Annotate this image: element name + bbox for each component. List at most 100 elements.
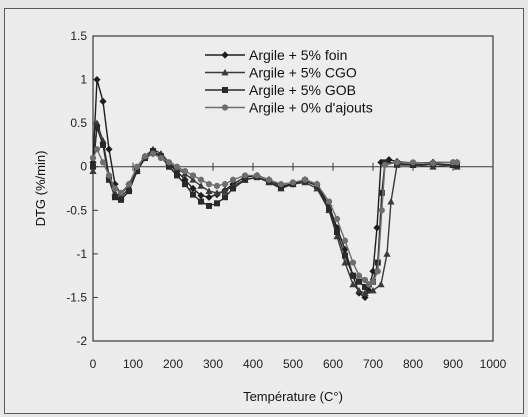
data-point (111, 185, 119, 192)
data-point (242, 176, 248, 183)
y-tick-label: -0.5 (66, 203, 87, 217)
data-point (94, 124, 100, 131)
data-point (253, 172, 261, 179)
x-tick-label: 700 (363, 357, 383, 371)
data-point (149, 150, 157, 157)
data-point (349, 280, 357, 288)
data-point (387, 197, 395, 205)
data-point (89, 154, 97, 162)
data-point (206, 202, 212, 209)
data-point (393, 159, 401, 166)
data-point (377, 280, 385, 288)
plot-area (92, 35, 494, 342)
data-point (229, 176, 237, 183)
data-point (277, 181, 285, 188)
y-axis-label: DTG (%/min) (33, 151, 48, 227)
data-point (222, 194, 228, 201)
data-point (100, 141, 106, 148)
x-tick-label: 0 (90, 357, 97, 371)
x-axis-label: Température (C°) (243, 389, 343, 404)
data-point (342, 252, 348, 259)
data-point (197, 191, 205, 200)
y-tick-label: -2 (76, 334, 87, 348)
x-tick-label: 100 (123, 357, 143, 371)
data-point (126, 188, 132, 195)
data-point (381, 161, 389, 169)
data-point (117, 189, 125, 196)
data-point (349, 259, 357, 266)
data-point (99, 136, 107, 144)
data-point (214, 200, 220, 207)
data-point (89, 167, 97, 174)
data-point (374, 268, 381, 275)
data-point (213, 182, 221, 189)
x-tick-label: 500 (283, 357, 303, 371)
data-point (301, 176, 309, 183)
y-tick-label: 1 (80, 73, 87, 87)
data-point (313, 181, 321, 188)
data-point (361, 276, 369, 284)
data-point (205, 181, 213, 188)
data-point (369, 286, 377, 294)
data-point (141, 153, 149, 160)
legend-label: Argile + 5% foin (249, 47, 347, 63)
data-point (174, 172, 180, 179)
data-point (181, 167, 189, 175)
data-point (133, 163, 141, 170)
data-point (409, 159, 417, 166)
legend-marker (221, 104, 229, 111)
data-point (362, 283, 368, 290)
data-point (350, 272, 356, 279)
data-point (369, 278, 377, 285)
y-tick-label: 0 (80, 160, 87, 174)
data-point (166, 163, 172, 170)
data-point (173, 163, 181, 170)
y-tick-label: 1.5 (70, 29, 87, 43)
data-point (383, 250, 391, 257)
data-point (197, 176, 205, 183)
data-point (93, 75, 101, 84)
x-tick-label: 800 (403, 357, 423, 371)
data-point (361, 289, 369, 296)
legend-label: Argile + 5% CGO (249, 65, 357, 81)
data-point (333, 215, 341, 223)
data-point (213, 189, 221, 196)
data-point (334, 229, 340, 236)
data-point (230, 185, 236, 192)
x-tick-label: 900 (443, 357, 463, 371)
data-point (429, 160, 437, 167)
legend-label: Argile + 5% GOB (249, 82, 356, 98)
x-tick-label: 400 (243, 357, 263, 371)
data-point (289, 179, 297, 186)
data-point (378, 207, 385, 214)
data-point (99, 159, 107, 166)
data-point (326, 205, 332, 212)
data-point (189, 176, 197, 183)
data-point (111, 180, 119, 188)
data-point (198, 198, 204, 205)
data-point (112, 194, 118, 201)
data-point (341, 237, 349, 244)
data-point (197, 182, 205, 189)
legend-label: Argile + 0% d'ajouts (249, 100, 373, 116)
y-tick-label: 0.5 (70, 116, 87, 130)
data-point (241, 172, 249, 179)
data-point (165, 159, 173, 166)
x-tick-label: 600 (323, 357, 343, 371)
data-point (341, 258, 349, 266)
data-point (356, 278, 362, 285)
data-point (325, 198, 333, 205)
data-point (106, 176, 112, 183)
data-point (355, 272, 363, 279)
x-tick-label: 200 (163, 357, 183, 371)
data-point (278, 184, 284, 191)
data-point (189, 172, 197, 179)
data-point (105, 172, 113, 179)
data-point (99, 97, 107, 105)
data-point (373, 224, 381, 232)
data-point (189, 184, 197, 193)
data-point (355, 286, 363, 294)
data-point (93, 146, 101, 153)
data-point (265, 176, 273, 183)
